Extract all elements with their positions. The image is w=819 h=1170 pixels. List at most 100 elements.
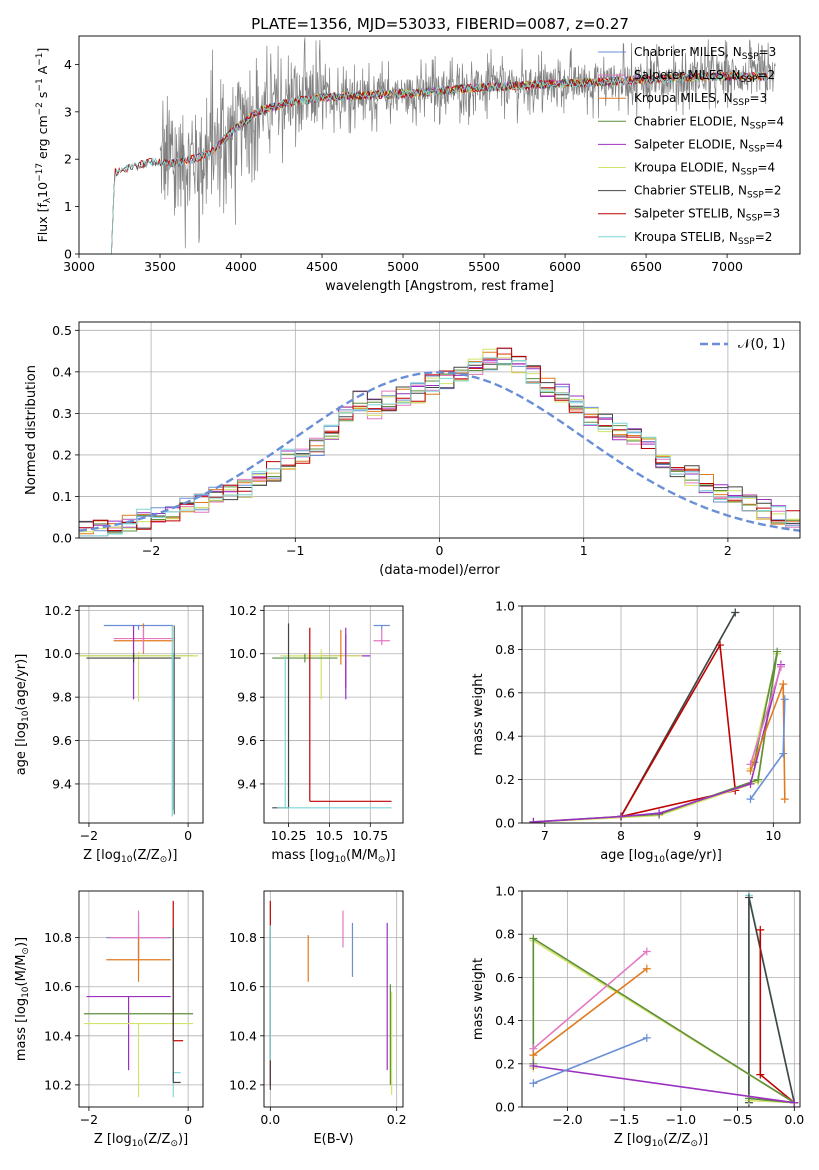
y-tick-label: 0.0 — [52, 531, 72, 546]
y-tick-label: 0.6 — [495, 970, 515, 985]
series-marker — [773, 647, 782, 656]
y-tick-label: 0.2 — [495, 1056, 515, 1071]
y-tick-label: 10.6 — [44, 979, 72, 994]
x-tick-label: −1 — [286, 543, 304, 558]
y-tick-label: 10.2 — [44, 1077, 72, 1092]
y-axis-label: Flux [fλ10−17 erg cm−2 s−1 A−1] — [35, 48, 53, 243]
y-tick-label: 10.8 — [44, 930, 72, 945]
y-tick-label: 0.5 — [52, 323, 72, 338]
y-tick-label: 10.0 — [229, 646, 257, 661]
x-tick-label: 10 — [765, 828, 781, 843]
y-tick-label: 0.3 — [52, 406, 72, 421]
plot-area-spectrum — [111, 37, 776, 254]
x-tick-label: 4000 — [225, 259, 257, 274]
y-tick-label: 0.2 — [52, 447, 72, 462]
legend-label: 𝒩(0, 1) — [738, 337, 785, 352]
y-tick-label: 9.6 — [237, 733, 257, 748]
x-tick-label: 5500 — [468, 259, 500, 274]
axes-mass_vs_ebv: 0.0 0.2 10.2 10.4 10.6 10.8 E(B-V) — [229, 890, 407, 1147]
x-tick-label: 4500 — [306, 259, 338, 274]
y-tick-label: 10.6 — [229, 979, 257, 994]
x-axis-label: mass [log10(M/M⊙)] — [271, 848, 395, 865]
y-axis-label: mass [log10(M/M⊙)] — [14, 937, 31, 1061]
x-tick-label: 3000 — [63, 259, 95, 274]
x-tick-label: −2 — [142, 543, 160, 558]
y-tick-label: 1.0 — [495, 599, 515, 614]
x-tick-label: −1.5 — [609, 1112, 639, 1127]
series-line — [533, 1065, 795, 1104]
series-marker — [529, 1051, 538, 1060]
x-axis-label: 10(Z/Z⊙)] — [121, 848, 177, 865]
axes-frame — [521, 605, 801, 824]
y-tick-label: 10.8 — [229, 930, 257, 945]
x-tick-label: 0.0 — [784, 1112, 804, 1127]
y-tick-label: 0.1 — [52, 489, 72, 504]
model-line — [111, 71, 768, 254]
axes-frame — [263, 890, 404, 1108]
axes-spectrum: 3000 3500 4000 4500 5000 5500 6000 6500 7000 0 1 2 3… — [35, 35, 801, 294]
series-marker — [754, 775, 763, 784]
y-tick-label: 9.6 — [52, 733, 72, 748]
y-tick-label: 0.8 — [495, 642, 515, 657]
axes-frame — [78, 321, 801, 539]
series-marker — [756, 1070, 765, 1079]
series-line — [532, 950, 648, 1050]
series-marker — [642, 1033, 651, 1042]
x-tick-label: 1 — [580, 543, 588, 558]
series-line — [533, 664, 782, 823]
series-marker — [790, 1098, 799, 1107]
y-tick-label: 0.4 — [495, 1013, 515, 1028]
legend-label: Chabrier STELIB, NSSP=2 — [634, 184, 782, 201]
y-tick-label: 0.0 — [495, 1100, 515, 1115]
y-tick-label: 10.2 — [229, 603, 257, 618]
y-tick-label: 0.0 — [495, 816, 515, 831]
x-tick-label: 10.75 — [352, 828, 388, 843]
plot-area-age_vs_mass — [272, 623, 392, 809]
series-marker — [529, 934, 538, 943]
x-tick-label: 0.0 — [260, 1112, 280, 1127]
series-marker — [780, 695, 789, 704]
series-line — [532, 968, 648, 1056]
legend-label: Chabrier MILES, NSSP=3 — [634, 45, 776, 62]
axes-frame — [78, 35, 801, 255]
x-tick-label: 2 — [724, 543, 732, 558]
figure-title: PLATE=1356, MJD=53033, FIBERID=0087, z=0… — [251, 15, 629, 33]
x-axis-label: age [log10(age/yr)] — [600, 848, 722, 865]
legend-label: Chabrier ELODIE, NSSP=4 — [634, 114, 784, 131]
series-marker — [779, 680, 788, 689]
histogram-step — [79, 360, 800, 534]
y-axis-label: mass weight — [471, 958, 486, 1040]
plots-group: 3000 3500 4000 4500 5000 5500 6000 6500 70000123… — [14, 35, 804, 1149]
y-tick-label: 0.6 — [495, 685, 515, 700]
series-line — [620, 642, 737, 818]
x-tick-label: 6000 — [549, 259, 581, 274]
y-tick-label: 9.4 — [52, 776, 72, 791]
series-marker — [756, 925, 765, 934]
legend-label: Salpeter STELIB, NSSP=3 — [634, 207, 780, 224]
histogram-step — [79, 348, 800, 533]
y-axis-label: mass weight — [471, 673, 486, 755]
axes-massweight_vs_age: 7 8 9 10 0.0 0.2 0.4 0.6 0.8 1.0 age [log10(age/yr… — [471, 599, 801, 865]
y-axis-label: Normed distribution — [24, 365, 39, 495]
series-marker — [617, 812, 626, 821]
x-axis-label: Z [log10(Z/Z⊙)] — [614, 1132, 708, 1149]
series-line — [748, 897, 796, 1103]
axes-frame — [521, 890, 801, 1108]
axes-age_vs_mass: 10.25 10.5 10.75 9.4 9.6 9.8 10.0 10.2 mass [log… — [229, 603, 404, 865]
series-marker — [529, 1061, 538, 1070]
x-tick-label: 6500 — [630, 259, 662, 274]
axes-frame — [78, 890, 204, 1108]
series-line — [533, 651, 778, 823]
series-marker — [529, 817, 538, 823]
x-tick-label: 7000 — [711, 259, 743, 274]
x-axis-label: wavelength [Angstrom, rest frame] — [325, 279, 554, 294]
y-tick-label: 2 — [64, 152, 72, 167]
legend-label: Salpeter ELODIE, NSSP=4 — [634, 137, 783, 154]
x-tick-label: 10.25 — [271, 828, 307, 843]
x-axis-label: Z [log10(Z/Z⊙)] — [94, 1132, 188, 1149]
x-tick-label: 3500 — [144, 259, 176, 274]
histogram-step — [79, 356, 800, 532]
plot-area-massweight_vs_Z — [529, 891, 799, 1107]
x-tick-label: 0 — [184, 1112, 192, 1127]
